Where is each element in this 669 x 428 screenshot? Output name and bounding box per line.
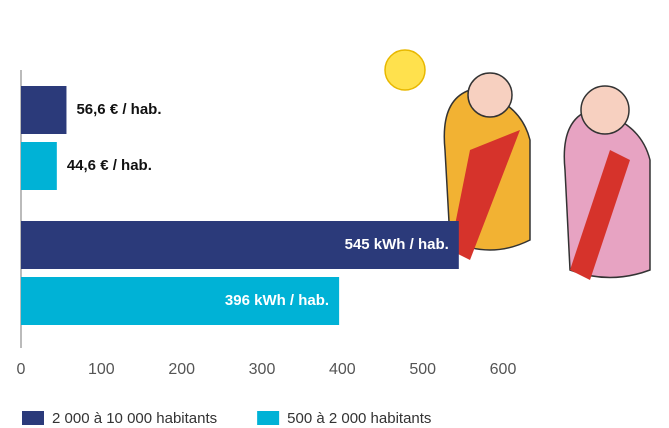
legend-swatch <box>22 411 44 425</box>
chart: 0 100 200 300 400 500 600 56,6 € / hab. 44,6 € /… <box>0 0 669 428</box>
x-tick-label: 0 <box>17 361 26 378</box>
x-tick-label: 200 <box>168 361 195 378</box>
head-woman <box>581 86 629 134</box>
value-label: 396 kWh / hab. <box>225 292 329 309</box>
bar <box>21 86 66 134</box>
head-man <box>468 73 512 117</box>
legend-swatch <box>257 411 279 425</box>
x-tick-label: 500 <box>409 361 436 378</box>
legend-label: 500 à 2 000 habitants <box>287 410 431 427</box>
legend-label: 2 000 à 10 000 habitants <box>52 410 217 427</box>
value-label: 56,6 € / hab. <box>76 101 161 118</box>
x-tick-label: 300 <box>249 361 276 378</box>
x-tick-label: 600 <box>490 361 517 378</box>
x-tick-label: 400 <box>329 361 356 378</box>
value-label: 44,6 € / hab. <box>67 157 152 174</box>
bar <box>21 142 57 190</box>
sun <box>385 50 425 90</box>
x-tick-label: 100 <box>88 361 115 378</box>
value-label: 545 kWh / hab. <box>345 236 449 253</box>
page: 0 100 200 300 400 500 600 56,6 € / hab. 44,6 € /… <box>0 0 669 428</box>
